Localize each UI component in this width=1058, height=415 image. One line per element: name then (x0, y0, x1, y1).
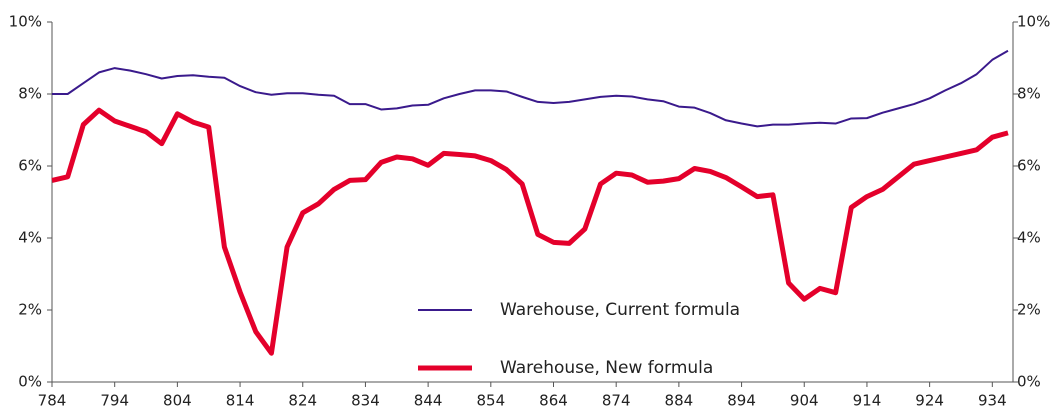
legend-label: Warehouse, New formula (500, 358, 713, 378)
x-tick-label: 934 (978, 392, 1007, 410)
x-tick-label: 814 (226, 392, 255, 410)
x-tick-label: 924 (915, 392, 944, 410)
series-line (51, 107, 1009, 356)
x-tick-label: 844 (414, 392, 443, 410)
y-tick-label: 10% (9, 13, 42, 31)
x-tick-label: 914 (853, 392, 882, 410)
x-tick-label: 794 (100, 392, 129, 410)
x-tick-label: 854 (476, 392, 505, 410)
x-tick-label: 874 (602, 392, 631, 410)
x-tick-label: 884 (665, 392, 694, 410)
x-tick-label: 894 (727, 392, 756, 410)
y2-tick-label: 0% (1017, 373, 1041, 391)
y-tick-label: 8% (18, 85, 42, 103)
x-tick-label: 824 (288, 392, 317, 410)
legend-label: Warehouse, Current formula (500, 300, 740, 320)
x-tick-label: 804 (163, 392, 192, 410)
y-tick-label: 0% (18, 373, 42, 391)
y2-tick-label: 6% (1017, 157, 1041, 175)
y2-tick-label: 4% (1017, 229, 1041, 247)
y-tick-label: 6% (18, 157, 42, 175)
series-line (52, 49, 1009, 128)
x-tick-label: 784 (38, 392, 67, 410)
y-tick-label: 4% (18, 229, 42, 247)
y2-tick-label: 8% (1017, 85, 1041, 103)
x-tick-label: 904 (790, 392, 819, 410)
x-tick-label: 834 (351, 392, 380, 410)
x-tick-label: 864 (539, 392, 568, 410)
y2-tick-label: 10% (1017, 13, 1050, 31)
y2-tick-label: 2% (1017, 301, 1041, 319)
y-tick-label: 2% (18, 301, 42, 319)
